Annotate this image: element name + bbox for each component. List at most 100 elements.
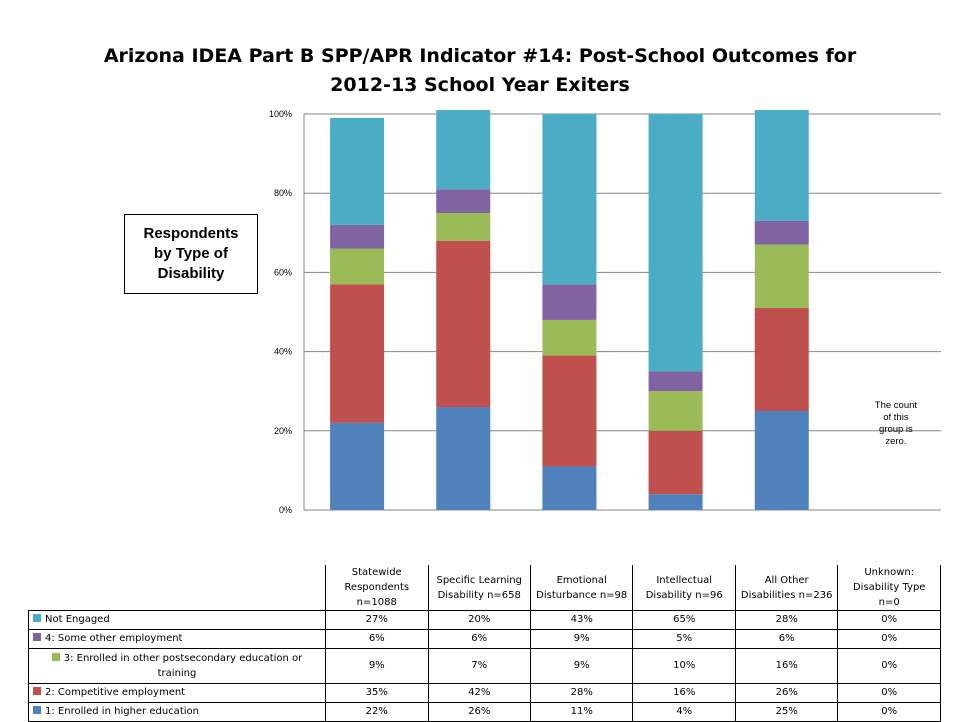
bar-segment bbox=[648, 494, 703, 510]
legend-swatch bbox=[33, 687, 41, 695]
respondents-label-box: Respondents by Type of Disability bbox=[124, 214, 258, 294]
respondents-label-line-3: Disability bbox=[157, 265, 225, 282]
series-legend-cell: Not Engaged bbox=[27, 610, 327, 630]
table-corner-cell bbox=[28, 565, 327, 611]
series-name: 2: Competitive employment bbox=[45, 687, 186, 698]
series-name: 1: Enrolled in higher education bbox=[45, 706, 199, 717]
chart-title-line-1: Arizona IDEA Part B SPP/APR Indicator #1… bbox=[103, 45, 857, 67]
category-label-line: Emotional bbox=[556, 574, 607, 586]
bar-segment bbox=[436, 213, 491, 241]
bar-segment bbox=[436, 110, 491, 190]
category-label: All Other Disabilities n=236 bbox=[734, 565, 839, 611]
data-cell: 9% bbox=[325, 648, 429, 684]
data-cell: 4% bbox=[632, 702, 736, 722]
category-label-line: Intellectual bbox=[656, 574, 713, 586]
table-row: 1: Enrolled in higher education 22% 26% 11%… bbox=[27, 702, 941, 722]
bar-segment bbox=[754, 220, 809, 245]
data-cell: 25% bbox=[734, 702, 839, 722]
data-cell: 26% bbox=[734, 683, 839, 703]
legend-swatch bbox=[33, 614, 41, 622]
data-cell: 0% bbox=[837, 683, 941, 703]
legend-swatch bbox=[33, 706, 41, 714]
data-cell: 26% bbox=[427, 702, 531, 722]
bar-segment bbox=[542, 114, 597, 285]
chart-title: Arizona IDEA Part B SPP/APR Indicator #1… bbox=[0, 42, 960, 100]
data-cell: 28% bbox=[529, 683, 634, 703]
data-cell: 20% bbox=[427, 610, 531, 630]
y-tick-label: 80% bbox=[274, 188, 292, 198]
data-cell: 16% bbox=[632, 683, 736, 703]
category-label-line: Disturbance n=98 bbox=[536, 589, 628, 601]
data-cell: 5% bbox=[632, 629, 736, 649]
category-label-line: Disability n=96 bbox=[645, 589, 723, 601]
category-label: Specific Learning Disability n=658 bbox=[427, 565, 531, 611]
y-tick-label: 0% bbox=[279, 505, 292, 515]
category-label-line: Respondents bbox=[344, 582, 410, 593]
data-cell: 0% bbox=[837, 629, 941, 649]
data-cell: 6% bbox=[427, 629, 531, 649]
data-cell: 7% bbox=[427, 648, 531, 684]
respondents-label-line-2: by Type of bbox=[154, 245, 228, 262]
bar-segment bbox=[648, 114, 703, 372]
data-cell: 9% bbox=[529, 648, 634, 684]
data-cell: 6% bbox=[325, 629, 429, 649]
chart-title-line-2: 2012-13 School Year Exiters bbox=[330, 74, 630, 96]
zero-count-note: zero. bbox=[885, 436, 906, 447]
table-row: 3: Enrolled in other postsecondary educa… bbox=[27, 648, 941, 684]
data-cell: 28% bbox=[734, 610, 839, 630]
series-legend-cell: 4: Some other employment bbox=[27, 629, 327, 649]
bar-segment bbox=[330, 224, 385, 249]
data-cell: 0% bbox=[837, 610, 941, 630]
data-cell: 27% bbox=[325, 610, 429, 630]
category-label: Emotional Disturbance n=98 bbox=[529, 565, 634, 611]
data-cell: 0% bbox=[837, 648, 941, 684]
category-label: Statewide Respondents n=1088 bbox=[325, 565, 429, 611]
bar-segment bbox=[754, 308, 809, 411]
bar-segment bbox=[542, 466, 597, 510]
bar-segment bbox=[542, 284, 597, 320]
y-tick-label: 60% bbox=[274, 267, 292, 277]
bar-segment bbox=[542, 319, 597, 356]
category-label-line: Statewide bbox=[351, 567, 402, 578]
legend-swatch bbox=[33, 633, 41, 641]
series-legend-cell: 1: Enrolled in higher education bbox=[27, 702, 327, 722]
category-label-line: Disability Type bbox=[852, 582, 926, 593]
table-row: 4: Some other employment 6% 6% 9% 5% 6% 0% bbox=[27, 629, 941, 649]
category-label-line: n=1088 bbox=[356, 597, 397, 608]
category-label-line: Specific Learning bbox=[436, 574, 522, 586]
bar-segment bbox=[754, 110, 809, 221]
table-row: 2: Competitive employment 35% 42% 28% 16% 26%… bbox=[27, 683, 941, 703]
bar-segment bbox=[754, 244, 809, 309]
bar-segment bbox=[330, 422, 385, 510]
category-label-line: Unknown: bbox=[864, 567, 915, 578]
data-table: Statewide Respondents n=1088 Specific Learn… bbox=[27, 565, 941, 722]
series-name: 3: Enrolled in other postsecondary educa… bbox=[63, 653, 303, 679]
bar-segment bbox=[330, 117, 385, 225]
data-cell: 9% bbox=[529, 629, 634, 649]
category-label: Unknown: Disability Type n=0 bbox=[837, 565, 941, 611]
zero-count-note: The count bbox=[875, 400, 918, 411]
category-label-line: All Other bbox=[764, 574, 809, 586]
bar-segment bbox=[754, 411, 809, 510]
table-header-row: Statewide Respondents n=1088 Specific Learn… bbox=[28, 565, 941, 611]
y-tick-label: 40% bbox=[274, 347, 292, 357]
data-cell: 22% bbox=[325, 702, 429, 722]
bar-segment bbox=[648, 371, 703, 392]
y-tick-label: 100% bbox=[269, 109, 292, 119]
category-label-line: Disability n=658 bbox=[437, 589, 521, 601]
bar-segment bbox=[436, 189, 491, 213]
category-label: Intellectual Disability n=96 bbox=[632, 565, 736, 611]
series-name: 4: Some other employment bbox=[45, 633, 183, 644]
data-cell: 6% bbox=[734, 629, 839, 649]
bar-segment bbox=[436, 407, 491, 510]
zero-count-note: of this bbox=[883, 412, 909, 423]
data-cell: 43% bbox=[529, 610, 634, 630]
bar-segment bbox=[330, 248, 385, 285]
series-legend-cell: 2: Competitive employment bbox=[27, 683, 327, 703]
data-cell: 11% bbox=[529, 702, 634, 722]
data-cell: 0% bbox=[837, 702, 941, 722]
data-cell: 65% bbox=[632, 610, 736, 630]
data-cell: 10% bbox=[632, 648, 736, 684]
series-name: Not Engaged bbox=[45, 614, 110, 625]
